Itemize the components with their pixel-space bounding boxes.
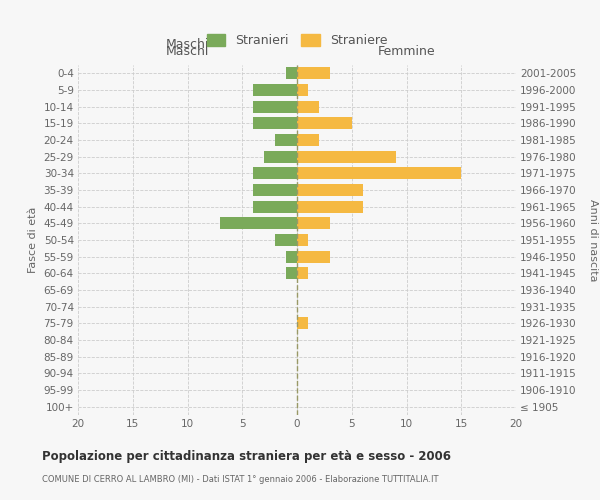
- Legend: Stranieri, Straniere: Stranieri, Straniere: [202, 29, 392, 52]
- Y-axis label: Anni di nascita: Anni di nascita: [588, 198, 598, 281]
- Bar: [253, 118, 297, 130]
- Y-axis label: Fasce di età: Fasce di età: [28, 207, 38, 273]
- Text: COMUNE DI CERRO AL LAMBRO (MI) - Dati ISTAT 1° gennaio 2006 - Elaborazione TUTTI: COMUNE DI CERRO AL LAMBRO (MI) - Dati IS…: [42, 475, 439, 484]
- Bar: [297, 234, 308, 246]
- Bar: [264, 150, 297, 162]
- Bar: [297, 118, 352, 130]
- Bar: [297, 268, 308, 280]
- Bar: [253, 184, 297, 196]
- Bar: [253, 100, 297, 112]
- Bar: [275, 134, 297, 146]
- Bar: [297, 84, 308, 96]
- Bar: [253, 168, 297, 179]
- Bar: [275, 234, 297, 246]
- Bar: [220, 218, 297, 230]
- Bar: [286, 68, 297, 80]
- Bar: [253, 200, 297, 212]
- Bar: [297, 184, 362, 196]
- Bar: [286, 268, 297, 280]
- Bar: [297, 200, 362, 212]
- Text: Maschi: Maschi: [166, 38, 209, 51]
- Bar: [297, 318, 308, 330]
- Bar: [253, 84, 297, 96]
- Bar: [297, 100, 319, 112]
- Bar: [297, 150, 395, 162]
- Bar: [297, 134, 319, 146]
- Bar: [297, 218, 330, 230]
- Bar: [297, 68, 330, 80]
- Bar: [297, 168, 461, 179]
- Text: Popolazione per cittadinanza straniera per età e sesso - 2006: Popolazione per cittadinanza straniera p…: [42, 450, 451, 463]
- Bar: [286, 250, 297, 262]
- Bar: [297, 250, 330, 262]
- Text: Femmine: Femmine: [377, 45, 436, 58]
- Text: Maschi: Maschi: [166, 45, 209, 58]
